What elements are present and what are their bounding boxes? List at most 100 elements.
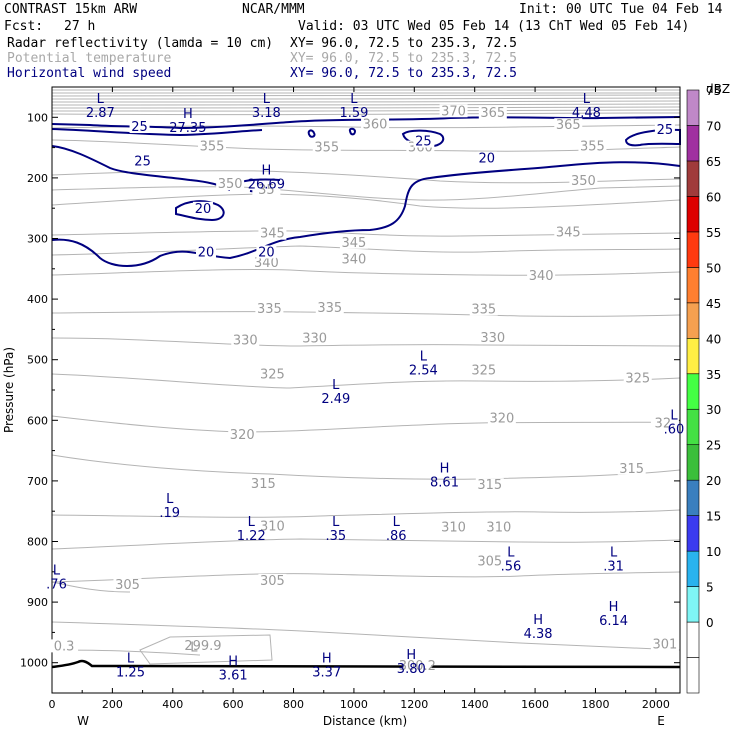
wind-label: 20 [198,245,215,260]
theta-label-bg [623,371,652,385]
x-tick-label: 1600 [521,698,549,711]
theta-label-bg [113,578,142,592]
theta-label-bg [252,183,281,197]
theta-label: 301 [652,638,677,653]
extremum-symbol: L [350,92,358,107]
init-time: Init: 00 UTC Tue 04 Feb 14 [519,2,723,17]
x-tick-label: 600 [223,698,244,711]
y-tick-label: 600 [27,414,48,427]
theta-label: 350 [218,177,243,192]
extremum-value: 26.69 [248,178,285,193]
colorbar-swatch [686,302,700,339]
header-block: CONTRAST 15km ARW NCAR/MMM Init: 00 UTC … [4,2,723,81]
theta-label: 310 [441,521,466,536]
colorbar-swatch [686,621,700,658]
extremum-value: 6.14 [599,614,628,629]
theta-label-bg [231,333,260,347]
extremum-symbol: L [190,640,198,655]
theta-label: 350 [571,174,596,189]
extremum-value: 3.18 [252,106,281,121]
theta-label-bg [527,269,556,283]
y-tick-label: 300 [27,233,48,246]
valid-time: Valid: 03 UTC Wed 05 Feb 14 (13 ChT Wed … [298,19,689,34]
x-axis: 0 200 400 600 800 1000 1200 1400 1600 1800 2000 [49,87,670,711]
theta-label: 305 [260,574,285,589]
wind-contours [51,116,681,267]
theta-label-bg [487,411,516,425]
theta-label-bg [300,331,329,345]
colorbar-swatch [686,196,700,233]
field-xy-wind: XY= 96.0, 72.5 to 235.3, 72.5 [290,66,517,81]
theta-surface-bubble [139,634,273,665]
colorbar-swatch [686,586,700,623]
extremum-symbol: L [332,515,340,530]
colorbar-tick-label: 55 [706,226,721,240]
colorbar-tick-label: 45 [706,297,721,311]
extremum-symbol: L [248,515,256,530]
extremum-symbol: L [670,408,678,423]
y-tick-label: 200 [27,172,48,185]
y-tick-label: 900 [27,596,48,609]
theta-label: 335 [257,302,282,317]
x-tick-label: 1200 [400,698,428,711]
extremum-value: .31 [603,559,624,574]
colorbar-tick-label: 75 [706,84,721,98]
wind-label: 25 [415,135,432,150]
theta-label-bg [439,520,468,534]
extremum-value: 1.22 [237,529,266,544]
colorbar-tick-label: 70 [706,119,721,133]
colorbar-tick-label: 35 [706,368,721,382]
colorbar-tick-label: 40 [706,332,721,346]
theta-label-bg [188,638,217,652]
extremum-symbol: H [183,107,193,122]
theta-label: 370 [441,104,466,119]
colorbar-tick-label: 65 [706,155,721,169]
wind-label-bg [192,201,213,215]
theta-label-bg [578,139,607,153]
theta-label: 345 [342,236,367,251]
theta-label-bg [569,173,598,187]
colorbar-swatch [686,444,700,481]
theta-label-bg [475,478,504,492]
theta-label: 345 [556,225,581,240]
theta-label-bg [315,301,344,315]
field-name-wind: Horizontal wind speed [7,66,171,81]
fcst-label: Fcst: [4,19,43,34]
field-xy-reflectivity: XY= 96.0, 72.5 to 235.3, 72.5 [290,36,517,51]
field-name-reflectivity: Radar reflectivity (lamda = 10 cm) [7,36,273,51]
theta-label-bg [439,104,468,118]
extremum-symbol: L [610,545,618,560]
wind-label: 25 [134,155,151,170]
theta-label: 340 [529,269,554,284]
x-tick-label: 800 [283,698,304,711]
theta-label: 310 [486,521,511,536]
theta-label: 315 [251,477,276,492]
extremum-value: 3.61 [219,668,248,683]
theta-label: 330 [233,333,258,348]
x-tick-label: 1800 [581,698,609,711]
y-tick-label: 1000 [20,657,48,670]
theta-label: 300.2 [399,659,436,674]
wind-label-bg [129,120,150,134]
colorbar-tick-label: 0 [706,616,714,630]
theta-label: 355 [580,139,605,154]
extremum-value: 3.80 [397,662,426,677]
theta-label: 360 [363,118,388,133]
theta-label: 315 [619,462,644,477]
wind-label: 25 [657,123,674,138]
x-tick-label: 1400 [461,698,489,711]
theta-label-bg [650,416,679,430]
wind-label-bg [195,245,216,259]
colorbar-swatch [686,231,700,268]
x-tick-label: 400 [162,698,183,711]
theta-label-bg [258,519,287,533]
theta-label: 310 [260,519,285,534]
wind-label-bg [413,134,434,148]
theta-label: 330 [480,331,505,346]
extremum-symbol: H [261,164,271,179]
theta-label: 335 [471,302,496,317]
theta-label: 35 [258,183,275,198]
theta-label-bg [258,226,287,240]
colorbar-tick-label: 25 [706,439,721,453]
fcst-value: 27 h [64,19,95,34]
